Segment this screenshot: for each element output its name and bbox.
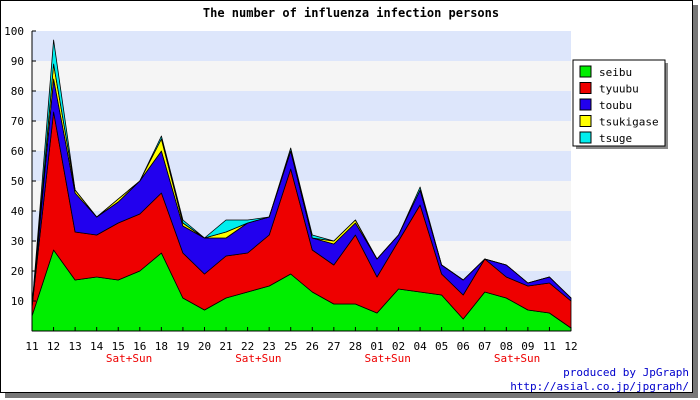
x-tick-label: 13 [68,340,81,353]
x-tick-label: 18 [155,340,168,353]
x-tick-label: 16 [133,340,146,353]
y-tick-label: 60 [11,145,24,158]
x-tick-label: 04 [413,340,427,353]
weekend-label: Sat+Sun [106,352,152,365]
background-band [32,31,571,61]
x-tick-label: 19 [176,340,189,353]
x-tick-label: 12 [47,340,60,353]
chart-title: The number of influenza infection person… [203,6,499,20]
credit-line-1: produced by JpGraph [563,366,689,379]
x-tick-label: 08 [500,340,513,353]
x-tick-label: 14 [90,340,104,353]
y-tick-label: 100 [4,25,24,38]
x-tick-label: 09 [521,340,534,353]
x-tick-label: 06 [457,340,470,353]
legend-label-tyuubu: tyuubu [599,83,639,96]
x-tick-label: 11 [25,340,38,353]
background-band [32,61,571,91]
y-tick-label: 10 [11,295,24,308]
legend-swatch-tyuubu [579,82,592,94]
area-tsuge [31,39,572,308]
legend-swatch-tsuge [579,131,592,144]
legend-swatch-toubu [579,98,592,111]
axes [31,30,572,332]
x-tick-label: 23 [263,340,276,353]
credit-line-2[interactable]: http://asial.co.jp/jpgraph/ [510,380,689,392]
y-tick-label: 20 [11,265,24,278]
x-tick-label: 20 [198,340,211,353]
x-tick-label: 25 [284,340,297,353]
x-tick-label: 22 [241,340,254,353]
x-tick-label: 12 [564,340,577,353]
x-tick-labels: 11 12 13 14 15 16 18 19 20 21 22 23 25 26 27 28 01 02 04 05… [25,340,577,353]
y-tick-label: 40 [11,205,24,218]
background-band [32,151,571,181]
y-tick-labels: 10 20 30 40 50 60 70 80 90 100 [4,25,24,308]
weekend-labels: Sat+Sun Sat+Sun Sat+Sun Sat+Sun [106,352,540,365]
x-tick-label: 28 [349,340,362,353]
legend-label-toubu: toubu [599,99,632,112]
legend-swatch-seibu [579,65,592,78]
x-tick-label: 01 [370,340,383,353]
y-tick-label: 30 [11,235,24,248]
x-tick-label: 26 [306,340,319,353]
x-tick-label: 15 [112,340,125,353]
weekend-label: Sat+Sun [365,352,411,365]
x-tick-label: 05 [435,340,448,353]
x-tick-label: 11 [543,340,556,353]
legend-label-tsuge: tsuge [599,132,632,145]
legend-label-tsukigase: tsukigase [599,116,659,129]
legend-swatch-tsukigase [579,115,592,127]
y-tick-label: 70 [11,115,24,128]
weekend-label: Sat+Sun [235,352,281,365]
y-tick-label: 50 [11,175,24,188]
chart-svg: The number of influenza infection person… [4,6,689,392]
x-tick-label: 07 [478,340,491,353]
x-tick-label: 02 [392,340,405,353]
background-band [32,121,571,151]
x-tick-label: 27 [327,340,340,353]
legend-label-seibu: seibu [599,66,632,79]
x-tick-label: 21 [219,340,232,353]
y-tick-label: 90 [11,55,24,68]
y-tick-label: 80 [11,85,24,98]
legend: seibu tyuubu toubu tsukigase tsuge [572,59,668,149]
weekend-label: Sat+Sun [494,352,540,365]
background-band [32,91,571,121]
chart-frame: The number of influenza infection person… [0,0,693,393]
